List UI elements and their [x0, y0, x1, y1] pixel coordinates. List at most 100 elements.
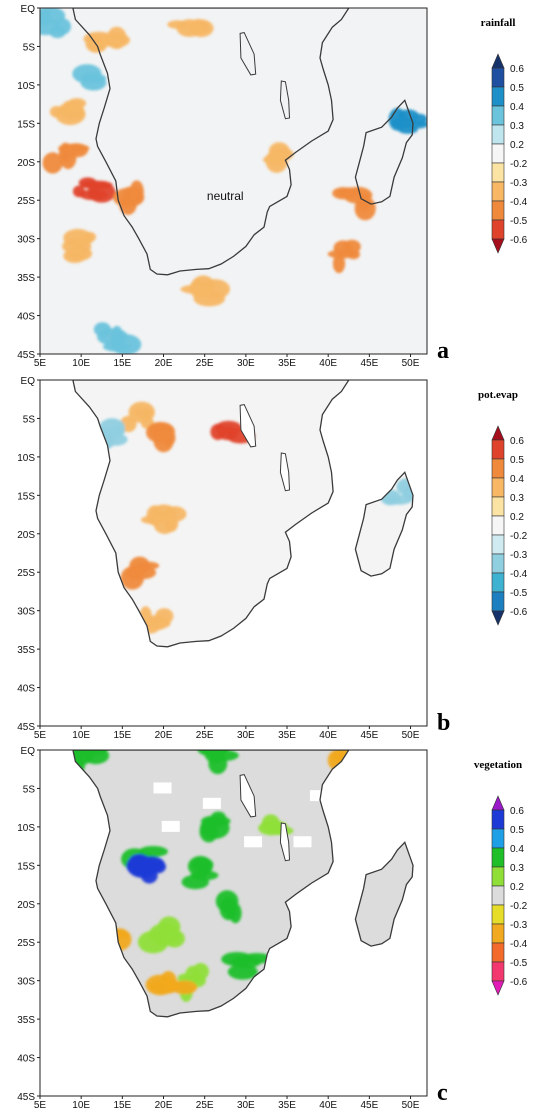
colorbar-box	[491, 200, 505, 221]
y-tick-label: 40S	[17, 312, 35, 323]
anomaly-dry-7	[273, 150, 286, 165]
anomaly-greener-0	[88, 750, 108, 755]
x-tick-label: 35E	[278, 1100, 296, 1111]
colorbar-box	[491, 86, 505, 107]
coastline-madagascar	[354, 471, 414, 577]
x-tick-label: 25E	[196, 730, 214, 741]
anomaly-wet-13	[391, 117, 414, 129]
colorbar-box	[491, 923, 505, 944]
x-tick-label: 25E	[196, 1100, 214, 1111]
anomaly-dry-4	[78, 177, 97, 189]
x-tick-label: 50E	[402, 358, 420, 369]
x-tick-label: 15E	[113, 1100, 131, 1111]
colorbar-tick-label: 0.5	[510, 825, 524, 836]
y-tick-label: 10S	[17, 81, 35, 92]
x-tick-label: 25E	[196, 358, 214, 369]
anomaly-greener-5	[261, 814, 280, 832]
anomaly-greener-3	[190, 870, 219, 881]
y-tick-label: 25S	[17, 568, 35, 579]
coastline-madagascar	[354, 841, 414, 947]
colorbar-tick-label: 0.5	[510, 455, 524, 466]
missing-data-patch	[202, 797, 221, 809]
colorbar-box	[491, 572, 505, 593]
x-tick-label: 35E	[278, 730, 296, 741]
colorbar-tick-label: 0.5	[510, 83, 524, 94]
colorbar-tick-label: -0.6	[510, 977, 528, 988]
anomaly-wet-11	[40, 18, 61, 36]
x-tick-label: 45E	[360, 358, 378, 369]
colorbar-tick-label: -0.6	[510, 607, 528, 618]
lake-outline	[239, 32, 257, 76]
colorbar-tick-label: -0.4	[510, 939, 528, 950]
y-tick-label: 25S	[17, 196, 35, 207]
x-tick-label: 40E	[319, 358, 337, 369]
colorbar-tick-label: -0.3	[510, 920, 528, 931]
anomaly-greener-2	[129, 853, 150, 867]
colorbar-tick-label: 0.2	[510, 882, 524, 893]
colorbar-tick-label: -0.3	[510, 178, 528, 189]
colorbar-tick-label: 0.3	[510, 863, 524, 874]
x-tick-label: 50E	[402, 730, 420, 741]
anomaly-dry-4	[87, 182, 116, 203]
colorbar-box	[491, 477, 505, 498]
colorbar-tick-label: -0.6	[510, 235, 528, 246]
x-tick-label: 30E	[237, 1100, 255, 1111]
y-tick-label: 15S	[17, 119, 35, 130]
colorbar-box	[491, 553, 505, 574]
y-tick-label: 20S	[17, 158, 35, 169]
anomaly-high-1	[146, 421, 175, 443]
y-tick-label: 15S	[17, 491, 35, 502]
colorbar-bottom-arrow	[491, 610, 505, 626]
anomaly-greener-7	[241, 953, 272, 964]
anomaly-greener-8	[192, 963, 209, 980]
panel-label-c: c	[437, 1080, 448, 1106]
y-tick-label: 20S	[17, 530, 35, 541]
colorbar-box	[491, 534, 505, 555]
colorbar-tick-label: 0.6	[510, 436, 524, 447]
colorbar-title: pot.evap	[478, 389, 518, 401]
colorbar-bottom-arrow	[491, 238, 505, 254]
colorbar-tick-label: 0.4	[510, 844, 524, 855]
colorbar-box	[491, 515, 505, 536]
anomaly-dry-6	[63, 228, 93, 247]
x-tick-label: 10E	[72, 1100, 90, 1111]
colorbar-box	[491, 143, 505, 164]
coastline-africa	[72, 380, 350, 648]
anomaly-dry-5	[119, 193, 137, 215]
missing-data-patch	[161, 820, 180, 832]
colorbar-box	[491, 885, 505, 906]
y-tick-label: 5S	[23, 784, 36, 795]
colorbar-tick-label: 0.2	[510, 140, 524, 151]
anomaly-dry-0	[101, 32, 130, 48]
colorbar-box	[491, 809, 505, 830]
anomaly-dry-9	[332, 254, 346, 274]
colorbar-top-arrow	[491, 795, 505, 811]
y-tick-label: 10S	[17, 823, 35, 834]
annotation-neutral: neutral	[207, 189, 244, 203]
x-tick-label: 10E	[72, 730, 90, 741]
colorbar-tick-label: -0.5	[510, 588, 528, 599]
colorbar-box	[491, 828, 505, 849]
y-tick-label: 15S	[17, 861, 35, 872]
anomaly-high-4	[127, 565, 157, 580]
colorbar-tick-label: 0.3	[510, 121, 524, 132]
colorbar-tick-label: -0.5	[510, 216, 528, 227]
map-frame	[39, 749, 428, 1097]
colorbar-box	[491, 904, 505, 925]
anomaly-greener-4	[200, 816, 230, 840]
colorbar-tick-label: 0.3	[510, 493, 524, 504]
colorbar-top-arrow	[491, 425, 505, 441]
colorbar-bottom-arrow	[491, 980, 505, 996]
lake-outline	[239, 774, 257, 818]
missing-data-patch	[244, 836, 263, 848]
anomaly-wet-14	[110, 334, 142, 354]
x-tick-label: 45E	[360, 1100, 378, 1111]
y-tick-label: 45S	[17, 722, 35, 733]
y-tick-label: 30S	[17, 235, 35, 246]
y-tick-label: 30S	[17, 977, 35, 988]
x-tick-label: 50E	[402, 1100, 420, 1111]
y-tick-label: EQ	[21, 376, 36, 387]
